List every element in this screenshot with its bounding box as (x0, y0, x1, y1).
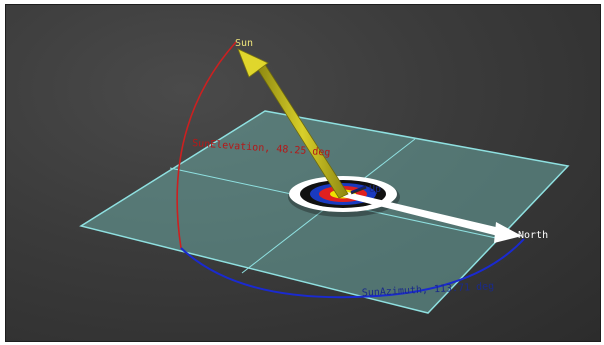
ground-plane (79, 110, 570, 314)
sun-position-scene: Sun North Up SunElevation, 48.25 deg Sun… (79, 38, 570, 314)
sun-label: Sun (235, 38, 253, 49)
up-label: Up (369, 184, 381, 195)
up-arrow (350, 185, 367, 195)
north-label: North (518, 230, 548, 241)
elevation-arc (176, 41, 237, 249)
3d-viewport[interactable]: Sun North Up SunElevation, 48.25 deg Sun… (5, 4, 601, 342)
sun-arrow (237, 48, 349, 199)
azimuth-arc (180, 238, 525, 299)
north-arrow (343, 191, 522, 243)
